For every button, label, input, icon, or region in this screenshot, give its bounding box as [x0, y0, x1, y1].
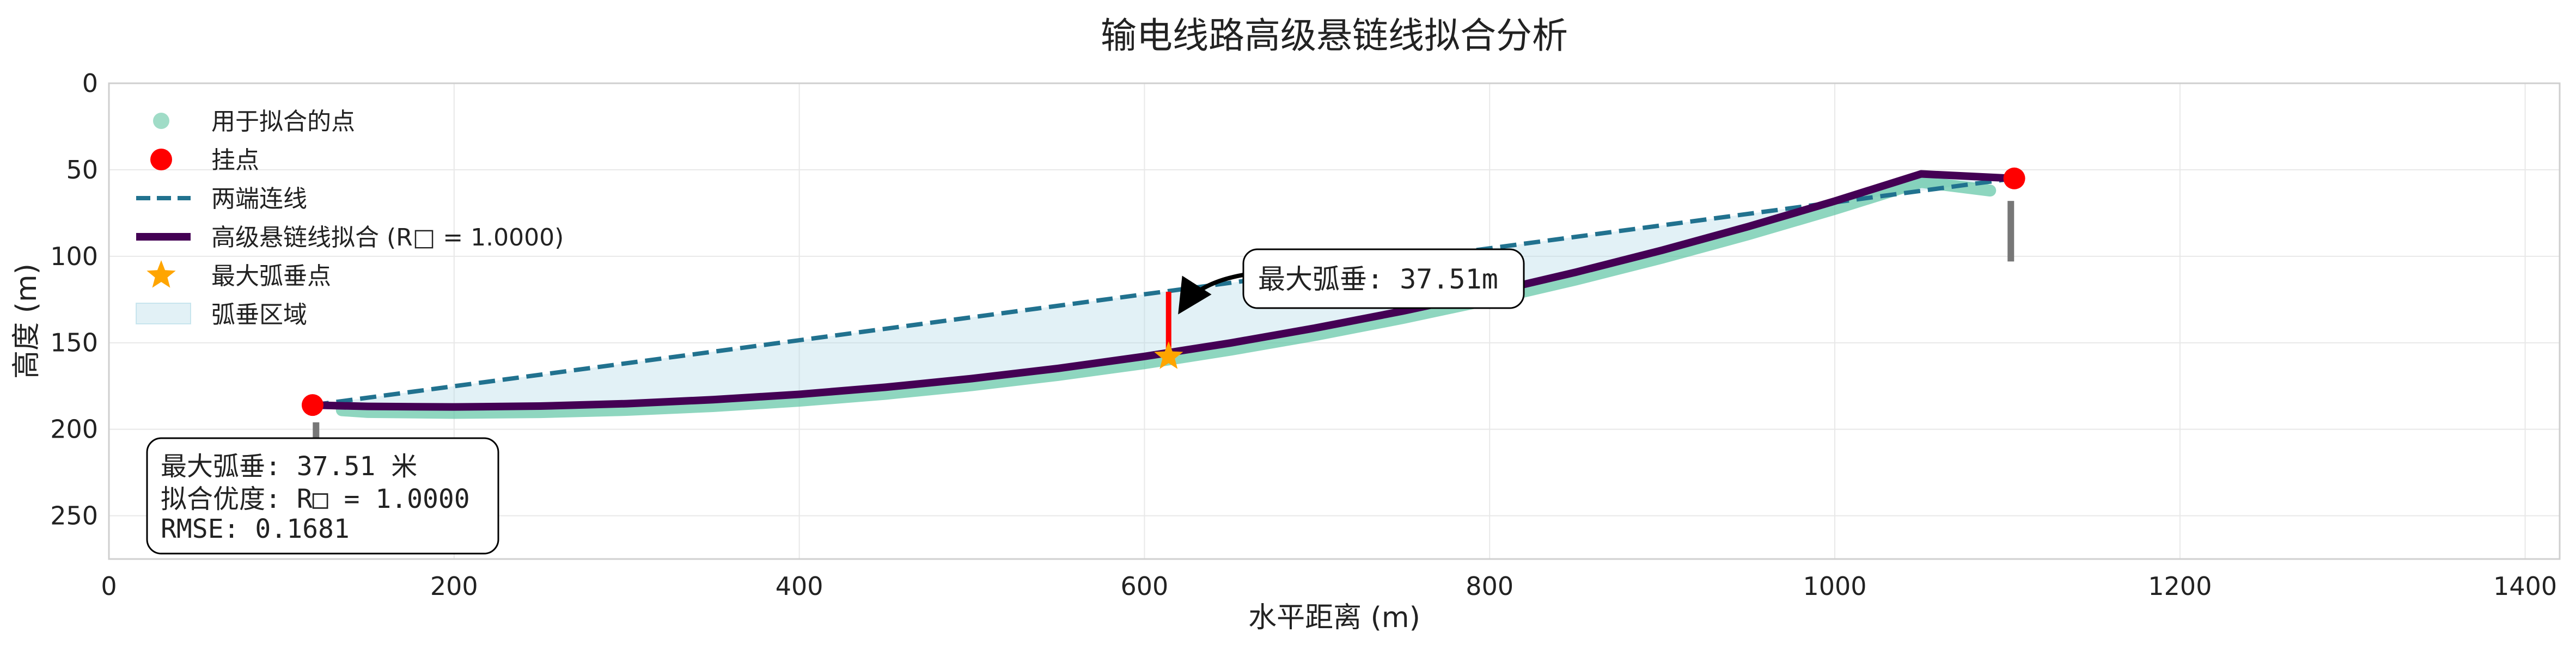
legend-item-catenary: 高级悬链线拟合 (R□ = 1.0000) — [136, 224, 564, 251]
x-tick-label: 800 — [1466, 572, 1513, 601]
y-tick-label: 200 — [50, 415, 98, 444]
legend-label: 高级悬链线拟合 (R□ = 1.0000) — [211, 224, 564, 251]
stats-r-squared: 拟合优度: R□ = 1.0000 — [161, 484, 470, 514]
legend-label: 挂点 — [211, 146, 259, 174]
stats-rmse: RMSE: 0.1681 — [161, 514, 350, 544]
fit-points-series — [335, 176, 1997, 419]
legend-label: 两端连线 — [211, 185, 307, 213]
legend-swatch — [136, 303, 191, 324]
x-tick-label: 0 — [101, 572, 117, 601]
stats-box-frame — [146, 437, 499, 555]
grid — [108, 83, 2560, 559]
x-tick-label: 1000 — [1803, 572, 1866, 601]
legend-label: 用于拟合的点 — [211, 108, 355, 136]
y-tick-label: 250 — [50, 501, 98, 531]
legend-label: 最大弧垂点 — [211, 262, 331, 290]
legend-item-suspension: 挂点 — [150, 146, 259, 174]
legend-label: 弧垂区域 — [211, 301, 307, 329]
plot-frame — [108, 82, 2561, 560]
max-sag-point-star — [1154, 341, 1183, 369]
legend-item-max_sag_point: 最大弧垂点 — [146, 260, 331, 290]
x-tick-label: 1200 — [2148, 572, 2212, 601]
x-tick-label: 1400 — [2493, 572, 2557, 601]
max-sag-annotation: 最大弧垂: 37.51m — [1178, 248, 1525, 315]
legend-swatch — [150, 149, 172, 170]
x-tick-label: 200 — [430, 572, 478, 601]
y-axis-label: 高度 (m) — [10, 263, 43, 379]
x-tick-label: 600 — [1121, 572, 1169, 601]
x-tick-label: 400 — [776, 572, 823, 601]
suspension-point — [2003, 167, 2025, 189]
max-sag-annotation-text: 最大弧垂: 37.51m — [1258, 263, 1498, 295]
legend-item-fit_points: 用于拟合的点 — [153, 108, 355, 136]
legend-item-chord: 两端连线 — [136, 185, 307, 213]
y-tick-label: 0 — [82, 69, 98, 98]
catenary-fit-line — [308, 170, 2018, 411]
stats-box: 最大弧垂: 37.51 米 拟合优度: R□ = 1.0000 RMSE: 0.… — [146, 437, 499, 555]
legend-swatch — [153, 113, 169, 129]
plot-area — [301, 167, 2025, 468]
sag-area — [312, 174, 2015, 407]
max-sag-annotation-arrow — [1178, 273, 1244, 315]
max-sag-annotation-box — [1242, 248, 1525, 309]
y-tick-label: 150 — [50, 328, 98, 358]
y-tick-label: 100 — [50, 242, 98, 271]
chart-title: 输电线路高级悬链线拟合分析 — [1101, 15, 1568, 57]
suspension-point — [301, 394, 323, 416]
stats-max-sag: 最大弧垂: 37.51 米 — [161, 451, 417, 482]
x-axis-ticks: 0 200 400 600 800 1000 1200 1400 — [101, 572, 2557, 601]
x-axis-label: 水平距离 (m) — [1248, 601, 1420, 634]
y-tick-label: 50 — [66, 155, 98, 185]
y-axis-ticks: 0 50 100 150 200 250 — [50, 69, 98, 531]
legend-swatch — [146, 260, 176, 288]
legend-item-sag_area: 弧垂区域 — [136, 301, 307, 329]
